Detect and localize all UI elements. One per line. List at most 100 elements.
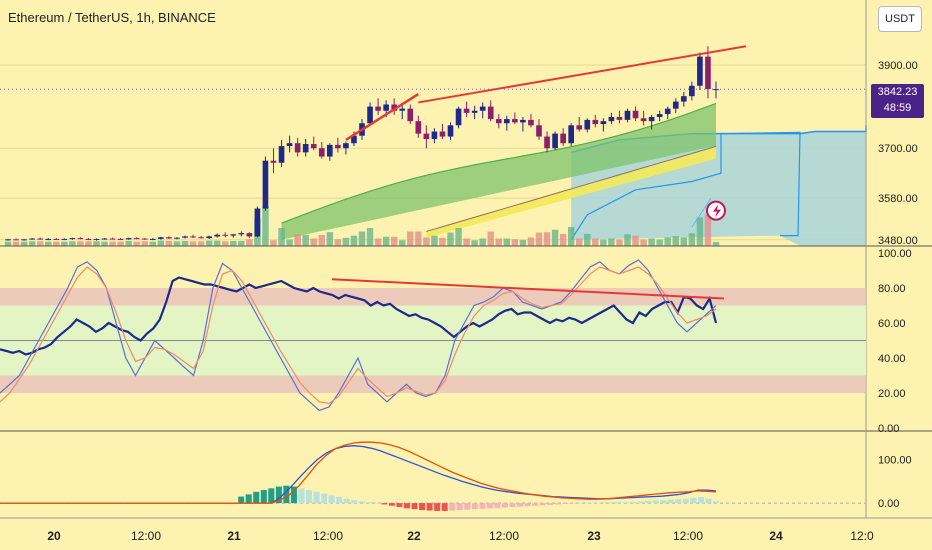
macd-hist-bar <box>599 502 606 504</box>
candle-body <box>37 238 43 240</box>
chart-title: Ethereum / TetherUS, 1h, BINANCE <box>8 10 216 25</box>
volume-bar <box>310 238 317 246</box>
candle-body <box>214 234 220 237</box>
macd-hist-bar <box>615 501 622 504</box>
trendline-resistance <box>418 45 747 104</box>
macd-hist-bar <box>637 501 644 504</box>
volume-bar <box>181 240 189 246</box>
candle-body <box>343 143 349 149</box>
candle-body <box>351 135 357 144</box>
volume-bar <box>455 228 462 246</box>
candle-body <box>302 144 309 153</box>
volume-bar <box>688 233 696 246</box>
currency-button[interactable]: USDT <box>878 6 922 32</box>
macd-hist-bar <box>584 502 591 504</box>
time-tick-label: 12:00 <box>489 529 519 543</box>
macd-hist-bar <box>562 503 569 504</box>
volume-bar <box>189 241 197 246</box>
candle-body <box>238 233 245 235</box>
macd-hist-bar <box>358 501 365 504</box>
volume-bar <box>608 238 615 246</box>
volume-bar <box>318 235 325 246</box>
macd-tick-label: 0.00 <box>878 498 899 510</box>
volume-bar <box>53 241 60 246</box>
volume-bar <box>117 241 124 246</box>
volume-bar <box>632 235 639 246</box>
candle-body <box>286 143 293 147</box>
rsi-tick-label: 80.00 <box>878 283 906 295</box>
candle-body <box>117 238 124 240</box>
volume-bar <box>85 241 92 246</box>
volume-bar <box>350 235 358 246</box>
candle-body <box>681 96 687 102</box>
volume-bar <box>399 240 406 246</box>
candle-body <box>415 121 422 134</box>
macd-hist-bar <box>501 503 508 508</box>
yellow-ribbon <box>426 146 716 238</box>
candle-body <box>230 234 237 236</box>
volume-bar <box>286 239 293 246</box>
candle-body <box>495 119 502 124</box>
time-tick-label: 12:00 <box>131 529 161 543</box>
slow-ma-line <box>426 145 717 232</box>
candle-body <box>53 238 60 240</box>
macd-series-line <box>0 445 717 504</box>
macd-hist-bar <box>305 490 313 504</box>
candle-body <box>487 106 494 120</box>
candle-body <box>536 125 542 137</box>
macd-hist-bar <box>449 503 456 511</box>
volume-bar <box>382 236 390 246</box>
volume-bar <box>77 241 84 246</box>
candle-body <box>399 108 406 111</box>
volume-bar <box>205 240 213 246</box>
volume-bar <box>238 240 245 246</box>
rsi-zone-band <box>0 288 866 306</box>
candle-body <box>270 160 277 163</box>
macd-hist-bar <box>569 503 576 504</box>
candle-body <box>471 110 478 113</box>
candle-body <box>431 131 438 140</box>
candle-body <box>367 106 373 124</box>
candle-body <box>294 143 301 153</box>
time-tick-label: 20 <box>47 529 61 543</box>
macd-hist-bar <box>245 494 252 504</box>
volume-bar <box>270 240 277 246</box>
macd-hist-bar <box>321 493 328 504</box>
candle-body <box>656 114 663 117</box>
volume-bar <box>374 238 382 246</box>
rsi-tick-label: 40.00 <box>878 353 906 365</box>
candle-body <box>93 238 100 240</box>
candle-body <box>560 133 566 144</box>
candle-body <box>109 238 116 240</box>
volume-bar <box>141 241 148 246</box>
volume-bar <box>294 234 301 246</box>
macd-hist-bar <box>486 503 493 509</box>
macd-hist-bar <box>426 503 433 511</box>
candle-body <box>133 238 140 240</box>
volume-bar <box>423 237 430 246</box>
volume-bar <box>407 231 414 246</box>
candle-body <box>21 239 27 241</box>
macd-hist-bar <box>667 499 674 504</box>
cloud-lower-line <box>570 131 801 241</box>
rsi-divergence-line <box>331 278 725 300</box>
candle-body <box>262 160 269 209</box>
volume-bar <box>672 236 679 246</box>
volume-bar <box>230 240 237 246</box>
volume-bar <box>551 229 559 246</box>
volume-bar <box>616 239 623 246</box>
candle-body <box>158 237 164 239</box>
macd-hist-bar <box>343 498 350 504</box>
volume-bar <box>576 238 583 246</box>
macd-hist-bar <box>396 503 403 508</box>
macd-hist-bar <box>577 503 584 504</box>
volume-bar <box>28 241 36 246</box>
candle-body <box>190 236 196 238</box>
candle-body <box>166 237 172 239</box>
candle-body <box>254 208 261 237</box>
macd-hist-bar <box>524 503 531 507</box>
volume-bar <box>479 238 486 246</box>
macd-hist-bar <box>532 503 539 506</box>
